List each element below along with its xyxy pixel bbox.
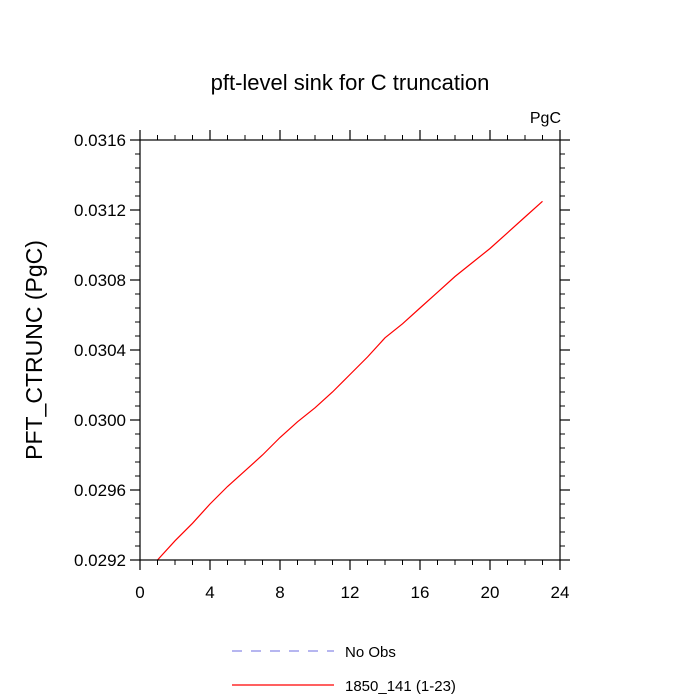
y-tick-label: 0.0308 xyxy=(74,271,126,290)
x-tick-label: 24 xyxy=(551,583,570,602)
y-tick-label: 0.0312 xyxy=(74,201,126,220)
series-lines xyxy=(157,200,543,561)
plot-frame xyxy=(139,139,561,561)
axis-ticks xyxy=(130,130,570,570)
x-tick-label: 8 xyxy=(275,583,284,602)
x-tick-label: 16 xyxy=(411,583,430,602)
y-tick-label: 0.0316 xyxy=(74,131,126,150)
x-tick-label: 0 xyxy=(135,583,144,602)
x-tick-label: 20 xyxy=(481,583,500,602)
units-label: PgC xyxy=(530,110,561,127)
y-tick-label: 0.0292 xyxy=(74,551,126,570)
tick-labels: 0 4 8 12 16 20 24 0.0292 0.0296 0.0300 0.0304 0.030… xyxy=(74,131,569,602)
legend-label: No Obs xyxy=(345,644,396,661)
y-axis-label: PFT_CTRUNC (PgC) xyxy=(21,240,47,460)
x-tick-label: 12 xyxy=(341,583,360,602)
legend: No Obs 1850_141 (1-23) xyxy=(232,644,456,695)
x-tick-label: 4 xyxy=(205,583,214,602)
y-tick-label: 0.0304 xyxy=(74,341,126,360)
legend-label: 1850_141 (1-23) xyxy=(345,678,456,695)
y-tick-label: 0.0296 xyxy=(74,481,126,500)
y-tick-label: 0.0300 xyxy=(74,411,126,430)
series-line xyxy=(157,200,543,561)
chart-title: pft-level sink for C truncation xyxy=(211,70,490,95)
